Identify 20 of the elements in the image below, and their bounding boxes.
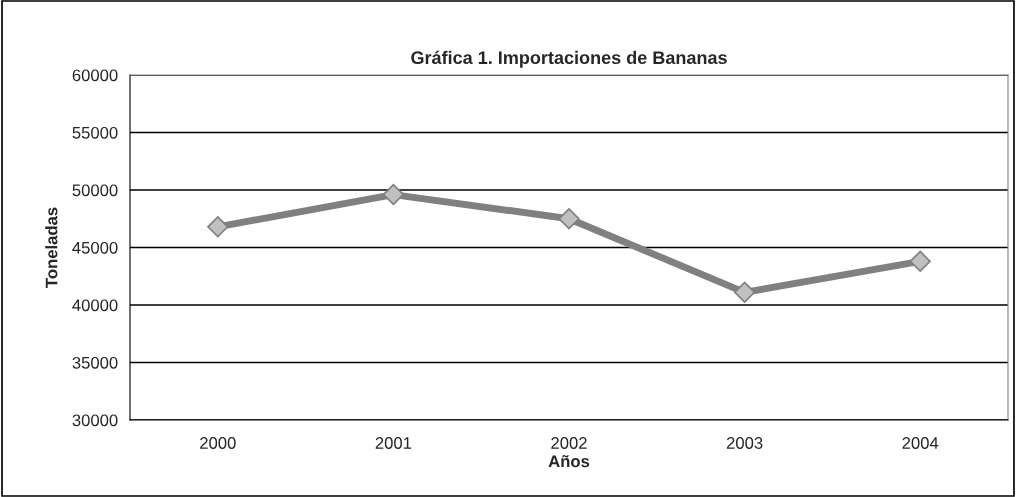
chart-title: Gráfica 1. Importaciones de Bananas (411, 50, 727, 68)
y-tick-label: 60000 (72, 69, 118, 82)
x-tick-label: 2001 (375, 437, 412, 449)
x-axis-title: Años (548, 455, 590, 468)
x-tick-label: 2000 (200, 437, 236, 449)
point (558, 208, 580, 230)
y-tick-label: 35000 (72, 356, 118, 369)
x-tick-label: 2002 (551, 437, 587, 449)
point (207, 216, 229, 238)
x-tick-label: 2003 (726, 437, 763, 449)
point (909, 250, 931, 272)
y-axis-title: Toneladas (45, 207, 58, 288)
x-tick-label: 2004 (902, 437, 939, 449)
y-tick-label: 45000 (72, 241, 118, 254)
y-tick-label: 55000 (72, 126, 118, 139)
point (382, 183, 405, 206)
y-tick-label: 40000 (72, 299, 118, 312)
y-tick-label: 50000 (72, 184, 118, 197)
y-tick-label: 30000 (72, 414, 118, 427)
point (733, 281, 756, 304)
